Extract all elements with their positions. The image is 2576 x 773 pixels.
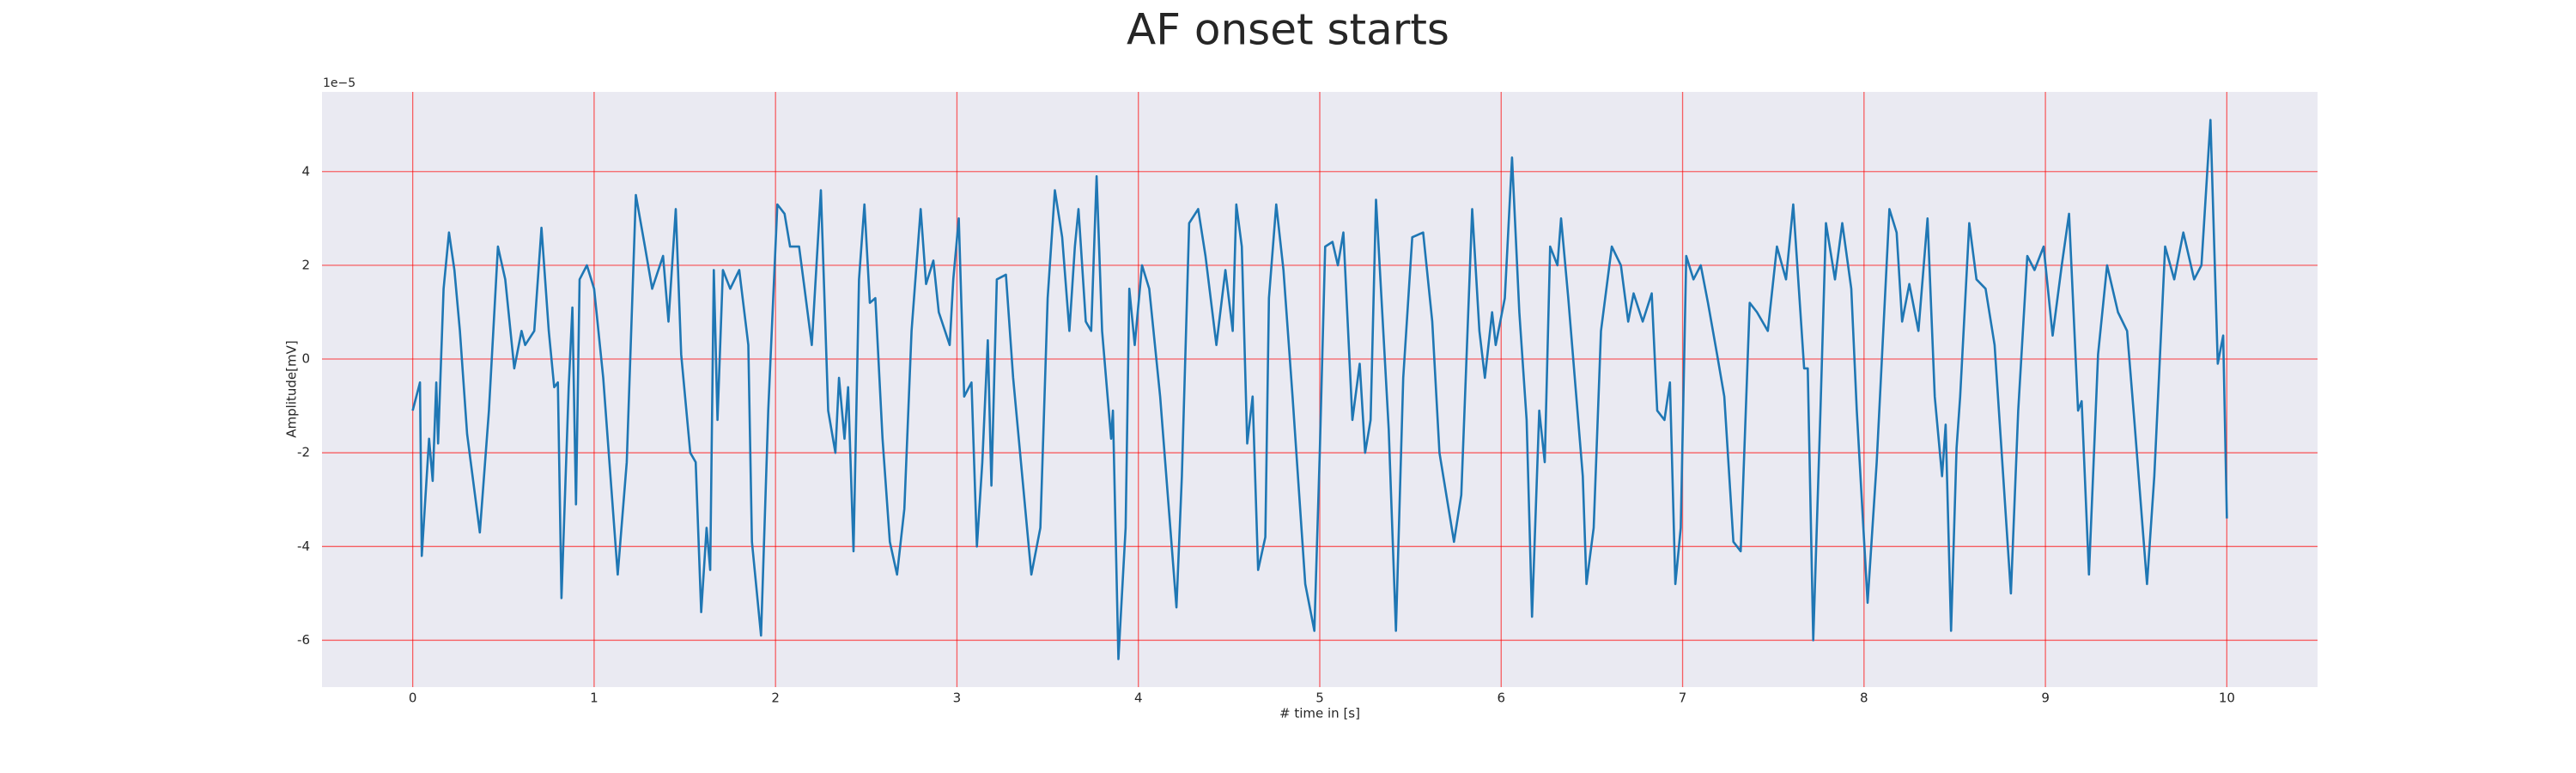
y-tick-label: 0: [301, 351, 310, 367]
x-tick-label: 7: [1679, 691, 1687, 706]
y-axis-label: Amplitude[mV]: [284, 340, 300, 437]
x-tick-label: 1: [590, 691, 598, 706]
x-tick-label: 9: [2041, 691, 2050, 706]
x-tick-label: 8: [1860, 691, 1868, 706]
signal-line: [411, 119, 2228, 660]
y-tick-label: -4: [297, 539, 310, 554]
x-tick-label: 10: [2219, 691, 2235, 706]
x-tick-label: 2: [771, 691, 780, 706]
chart-title: AF onset starts: [1127, 5, 1449, 55]
x-tick-label: 5: [1315, 691, 1324, 706]
y-tick-label: 4: [301, 163, 310, 179]
y-offset-label: 1e−5: [323, 76, 355, 90]
x-axis-label: # time in [s]: [1279, 706, 1360, 721]
y-tick-label: 2: [301, 257, 310, 272]
y-tick-label: -6: [297, 632, 310, 648]
x-tick-label: 0: [409, 691, 417, 706]
x-tick-label: 3: [953, 691, 962, 706]
y-tick-label: -2: [297, 445, 310, 460]
x-tick-label: 6: [1497, 691, 1505, 706]
x-tick-label: 4: [1134, 691, 1143, 706]
